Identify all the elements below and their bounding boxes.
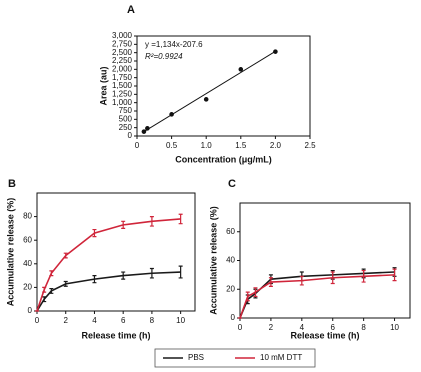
y-tick-label: 0 xyxy=(231,313,236,322)
y-tick-label: 1,000 xyxy=(112,98,133,107)
panel-label: A xyxy=(127,4,135,16)
x-tick-label: 0 xyxy=(238,323,243,332)
x-tick-label: 2 xyxy=(64,316,69,325)
y-tick-label: 60 xyxy=(23,235,32,244)
y-tick-label: 0 xyxy=(28,306,33,315)
panel-label: B xyxy=(8,178,16,190)
y-tick-label: 2,750 xyxy=(112,39,133,48)
y-tick-label: 60 xyxy=(226,227,235,236)
y-tick-label: 2,000 xyxy=(112,64,133,73)
y-axis-label: Accumulative release (%) xyxy=(208,206,218,315)
legend-label: PBS xyxy=(188,353,204,362)
plot-frame xyxy=(36,192,196,312)
data-point xyxy=(141,129,147,134)
x-tick-label: 0.5 xyxy=(166,141,178,150)
x-tick-label: 6 xyxy=(121,316,126,325)
y-tick-label: 1,500 xyxy=(112,81,133,90)
x-tick-label: 1.5 xyxy=(235,141,247,150)
series-line xyxy=(36,218,181,312)
panel-label: C xyxy=(228,178,236,190)
fit-line xyxy=(143,50,276,133)
x-tick-label: 2.5 xyxy=(304,141,316,150)
y-tick-label: 250 xyxy=(119,123,133,132)
plot-frame xyxy=(136,35,311,137)
legend-label: 10 mM DTT xyxy=(260,353,302,362)
x-axis-label: Release time (h) xyxy=(290,330,359,340)
y-tick-label: 750 xyxy=(119,106,133,115)
y-tick-label: 20 xyxy=(23,283,32,292)
y-axis-label: Accumulative release (%) xyxy=(5,198,15,307)
data-point xyxy=(169,112,174,117)
data-point xyxy=(273,49,278,54)
y-tick-label: 500 xyxy=(119,114,133,123)
y-tick-label: 3,000 xyxy=(112,31,133,40)
plot-frame xyxy=(239,202,411,319)
x-tick-label: 8 xyxy=(361,323,366,332)
x-axis-label: Concentration (μg/mL) xyxy=(175,154,272,164)
y-tick-label: 40 xyxy=(23,259,32,268)
y-tick-label: 2,250 xyxy=(112,56,133,65)
x-tick-label: 2 xyxy=(269,323,274,332)
annotation: y =1,134x-207.6 xyxy=(145,40,203,49)
y-tick-label: 1,750 xyxy=(112,73,133,82)
data-point xyxy=(238,67,244,72)
x-tick-label: 4 xyxy=(92,316,97,325)
x-tick-label: 6 xyxy=(331,323,336,332)
x-tick-label: 10 xyxy=(176,316,185,325)
y-tick-label: 0 xyxy=(128,131,133,140)
x-tick-label: 0 xyxy=(35,316,40,325)
x-tick-label: 10 xyxy=(390,323,399,332)
y-tick-label: 40 xyxy=(226,256,235,265)
x-tick-label: 8 xyxy=(150,316,155,325)
y-tick-label: 1,250 xyxy=(112,89,133,98)
y-axis-label: Area (au) xyxy=(98,66,108,105)
series-line xyxy=(36,271,181,312)
x-axis-label: Release time (h) xyxy=(81,330,150,340)
x-tick-label: 0 xyxy=(135,141,140,150)
x-tick-label: 1.0 xyxy=(201,141,213,150)
data-point xyxy=(203,97,209,102)
series-line xyxy=(239,271,395,319)
series-line xyxy=(239,274,395,319)
data-point xyxy=(145,126,150,131)
y-tick-label: 20 xyxy=(226,284,235,293)
annotation: R²=0.9924 xyxy=(145,52,183,61)
y-tick-label: 2,500 xyxy=(112,48,133,57)
x-tick-label: 2.0 xyxy=(270,141,282,150)
y-tick-label: 80 xyxy=(23,212,32,221)
x-tick-label: 4 xyxy=(300,323,305,332)
